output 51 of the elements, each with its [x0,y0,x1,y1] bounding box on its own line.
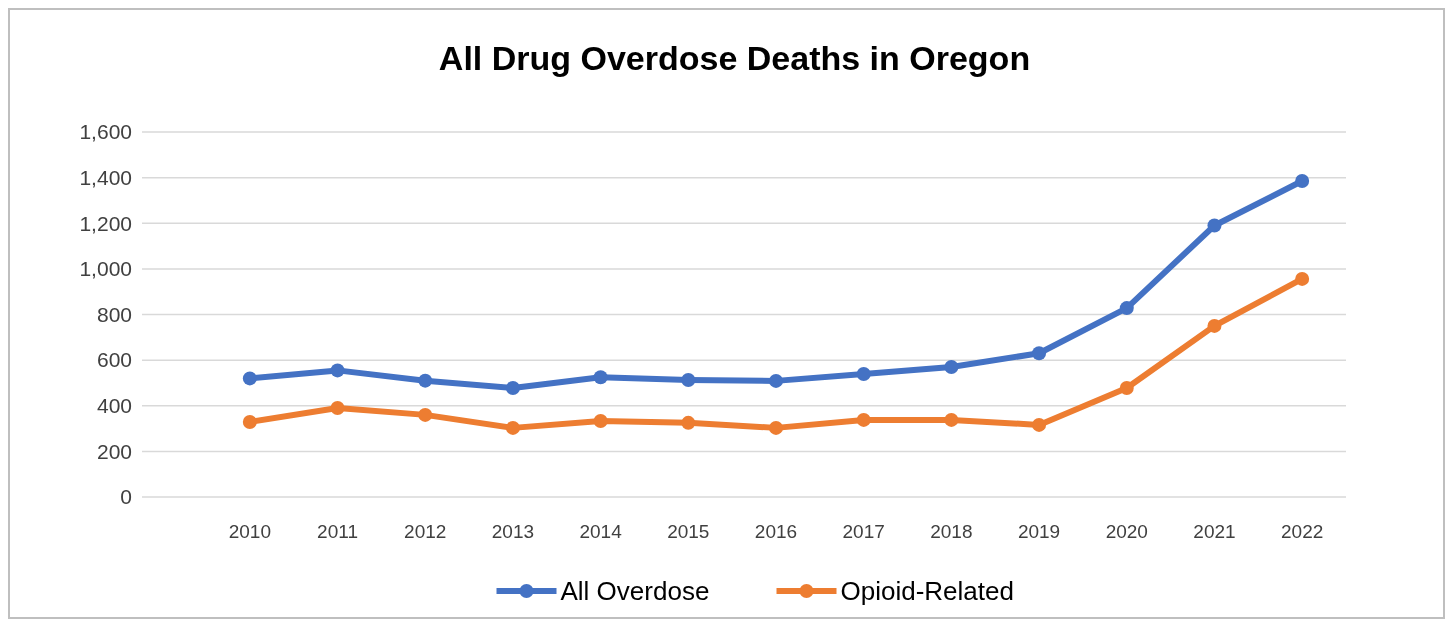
point [593,414,608,429]
y-tick-label: 1,000 [79,257,132,281]
x-tick-label: 2019 [1017,520,1061,542]
y-tick-label: 400 [96,394,132,418]
y-tick-label: 1,400 [79,165,132,189]
point [330,401,345,416]
point [1119,380,1134,395]
point [330,363,345,378]
point [856,367,871,382]
x-tick-label: 2018 [930,520,973,542]
point [1207,318,1222,333]
x-tick-label: 2015 [667,520,710,542]
x-tick-label: 2022 [1281,520,1324,542]
x-tick-label: 2011 [317,520,358,542]
point [418,407,433,422]
y-tick-label: 800 [96,302,132,326]
point [505,380,520,395]
point [944,412,959,427]
x-tick-label: 2010 [228,520,271,542]
point [944,359,959,374]
point [242,371,257,386]
y-tick-label: 200 [96,439,132,463]
point [418,373,433,388]
y-tick-label: 1,600 [79,120,132,144]
y-tick-label: 600 [96,348,132,372]
point [769,373,783,388]
point [505,420,520,435]
x-tick-label: 2017 [842,520,885,542]
x-tick-label: 2016 [754,520,798,542]
point [1295,174,1310,189]
chart-title: All Drug Overdose Deaths in Oregon [438,39,1031,77]
legend-label: All Overdose [560,576,710,607]
point [1295,271,1310,286]
point [681,415,696,430]
point [1207,218,1222,233]
x-tick-label: 2014 [579,520,623,542]
point [769,420,783,435]
x-tick-label: 2012 [404,520,447,542]
point [1032,417,1047,432]
point [242,414,257,429]
x-tick-label: 2013 [491,520,535,542]
point [593,370,608,385]
point [856,412,871,427]
x-tick-label: 2021 [1193,520,1236,542]
point [1119,301,1134,316]
point [681,372,696,387]
point [1032,346,1047,361]
y-tick-label: 1,200 [79,211,132,235]
y-tick-label: 0 [120,485,132,509]
x-tick-label: 2020 [1105,520,1148,542]
legend-label: Opioid-Related [840,576,1014,607]
